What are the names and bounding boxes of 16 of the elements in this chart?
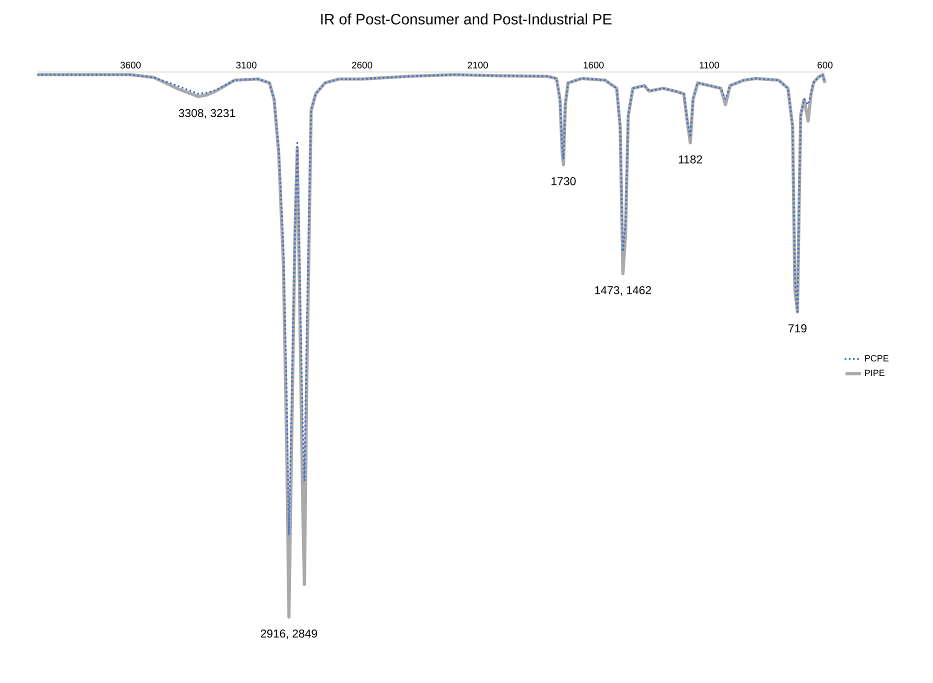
annotation: 719 <box>788 324 806 332</box>
chart-title: IR of Post-Consumer and Post-Industrial PE <box>321 14 612 24</box>
annotation: 3308, 3231 <box>178 109 236 118</box>
x-tick-label: 2600 <box>352 62 372 68</box>
x-tick-label: 600 <box>818 62 833 68</box>
x-tick-label: 3600 <box>120 62 141 68</box>
annotation: 1182 <box>678 155 702 164</box>
x-tick-label: 1100 <box>700 62 720 68</box>
annotation: 2916, 2849 <box>260 630 318 639</box>
x-tick-label: 1600 <box>584 62 604 68</box>
legend-label: PCPE <box>865 355 888 362</box>
annotation: 1473, 1462 <box>595 286 651 296</box>
x-tick-label: 2100 <box>468 62 488 68</box>
x-tick-label: 3100 <box>236 62 256 68</box>
annotation: 1730 <box>552 177 576 186</box>
legend-label: PIPE <box>865 370 884 376</box>
